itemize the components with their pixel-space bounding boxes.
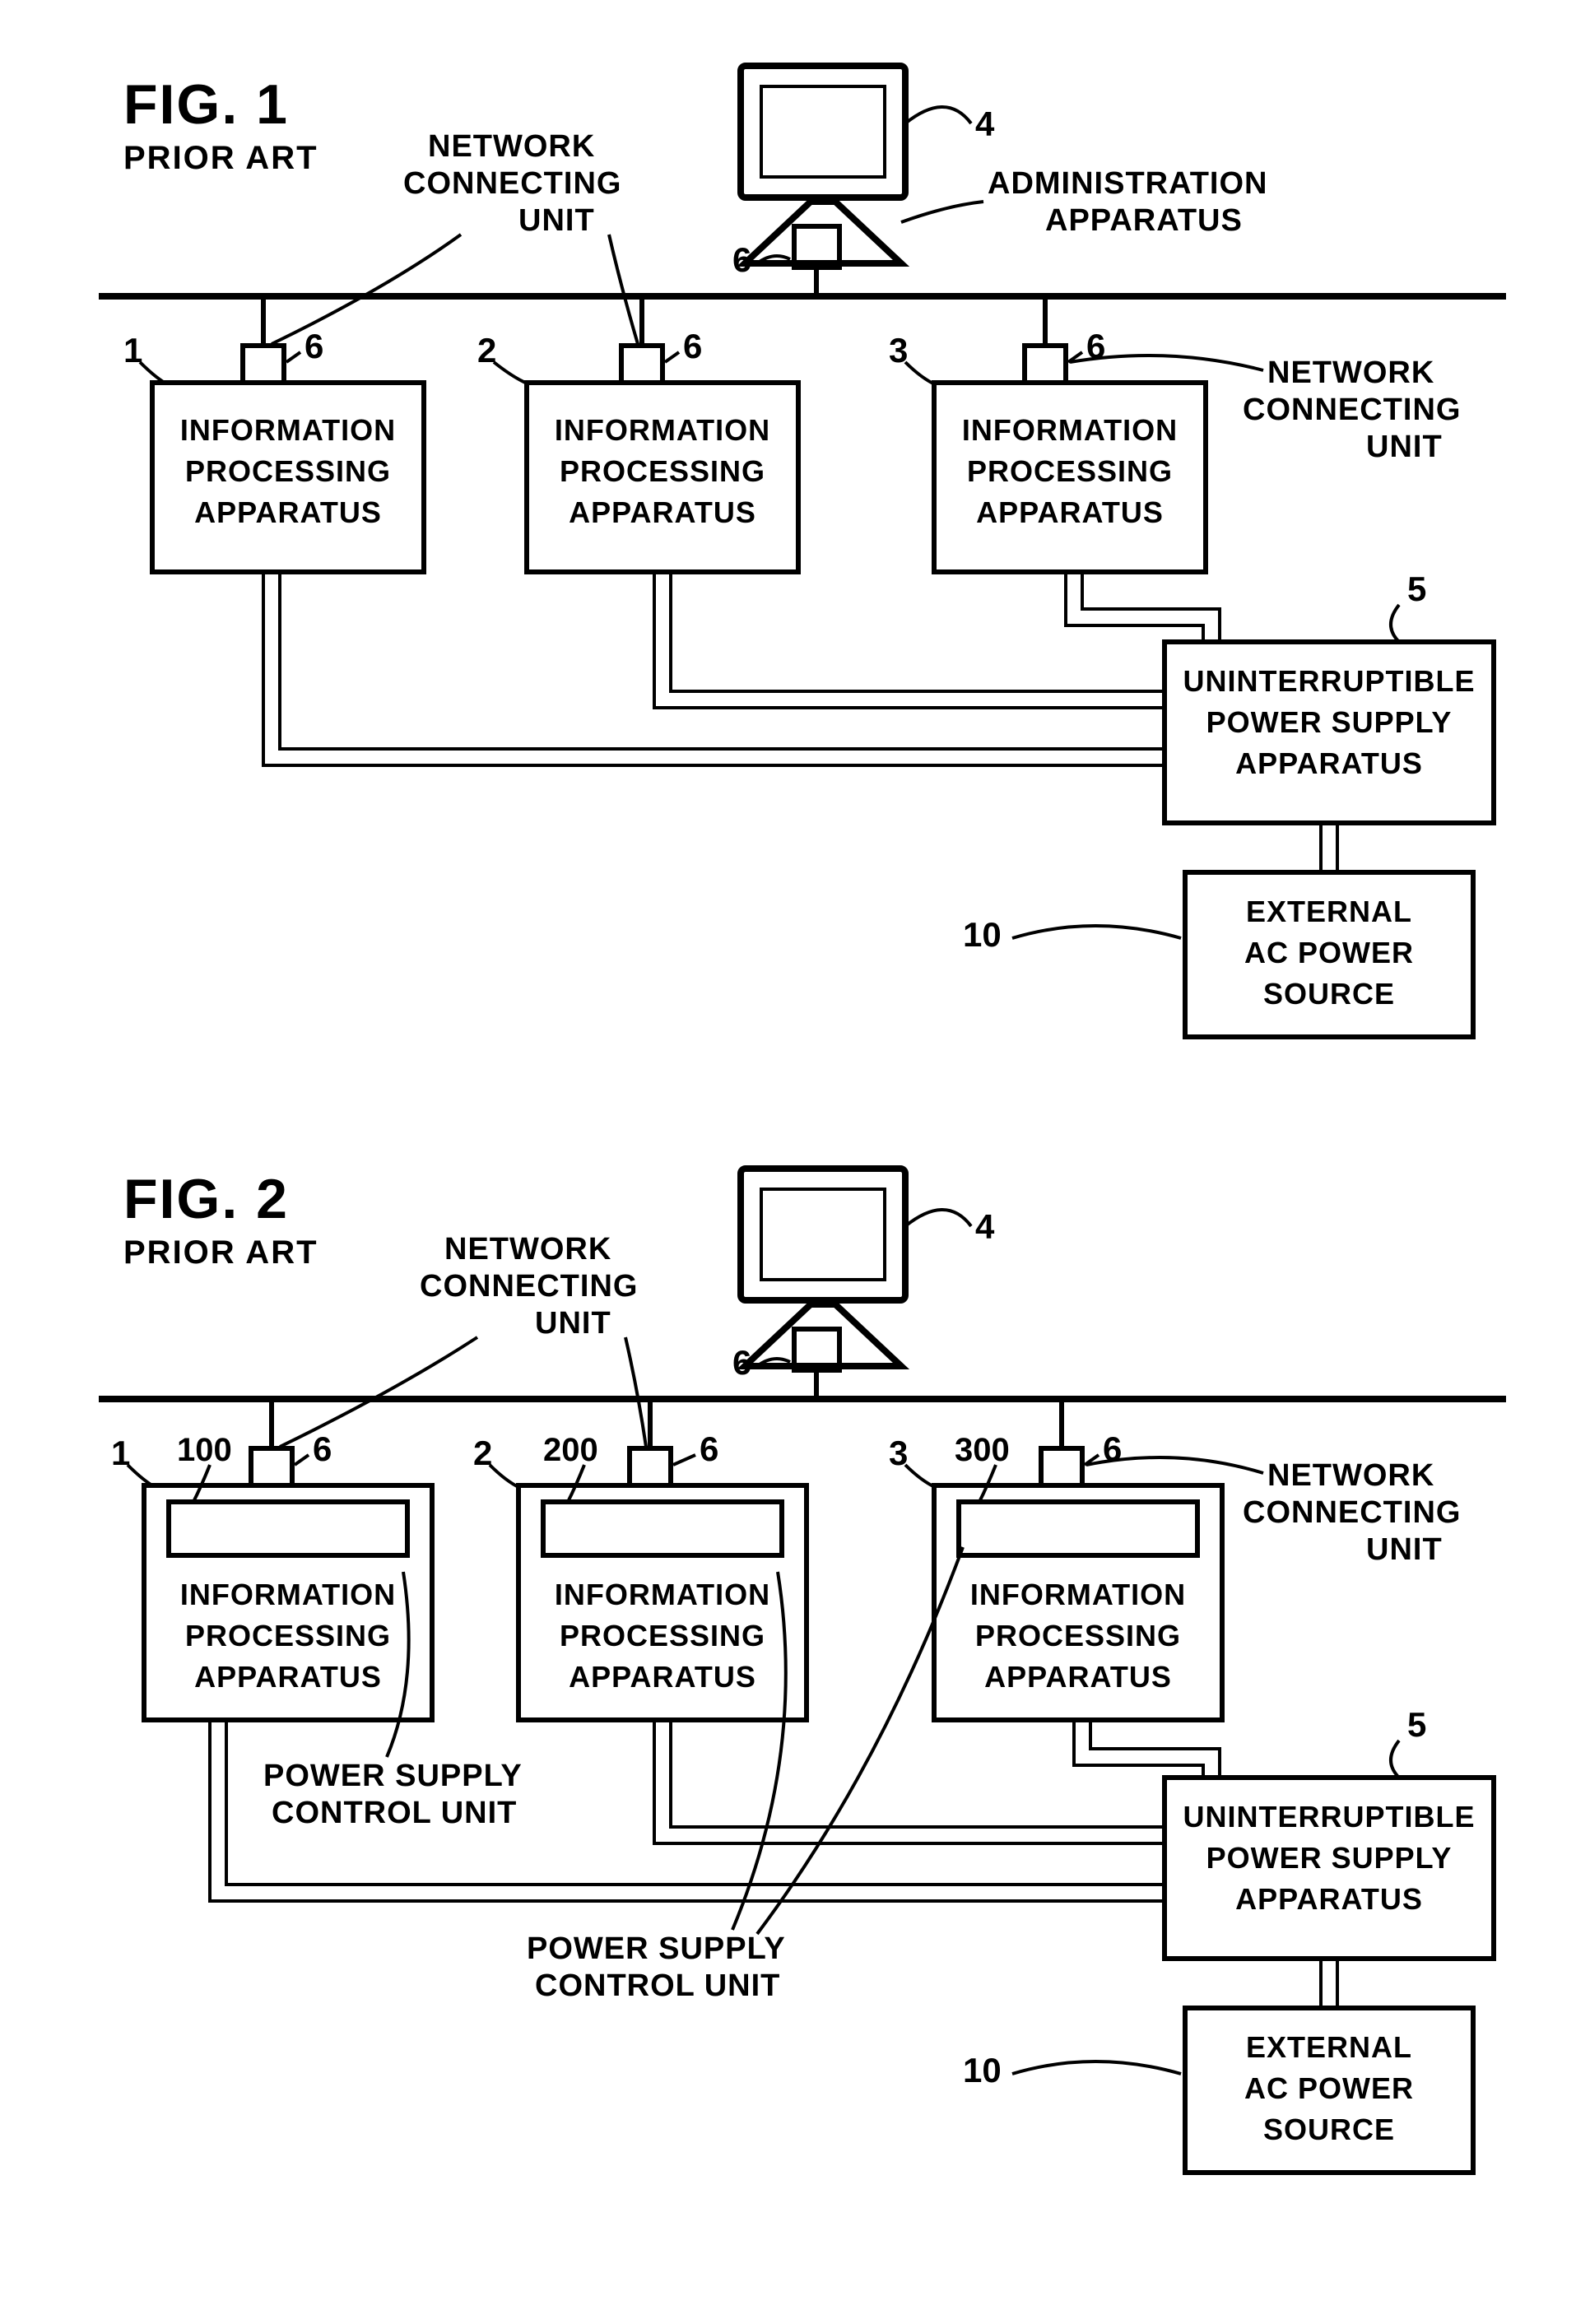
diagram-svg: FIG. 1 PRIOR ART NETWORK CONNECTING UNIT… [16, 16, 1576, 2308]
fig1-ref-4: 4 [975, 105, 995, 143]
fig2-ipa3-l3: APPARATUS [984, 1660, 1172, 1694]
fig1-ref-5: 5 [1407, 569, 1426, 608]
fig1-ref-10: 10 [963, 915, 1002, 954]
fig1-ncu-r-1: NETWORK [1267, 356, 1434, 390]
fig2-ncu-l3: UNIT [535, 1306, 611, 1341]
fig2-ref-5: 5 [1407, 1705, 1426, 1744]
fig2-ups-l1: UNINTERRUPTIBLE [1183, 1800, 1476, 1834]
fig1-ref-6c: 6 [683, 327, 702, 365]
fig1-ncu-label-2: CONNECTING [403, 166, 621, 201]
fig2-title: FIG. 2 [123, 1168, 289, 1230]
fig1-ipa3-l1: INFORMATION [962, 413, 1178, 447]
fig2-psc-a-1: POWER SUPPLY [263, 1759, 523, 1793]
figure-1: FIG. 1 PRIOR ART NETWORK CONNECTING UNIT… [99, 66, 1506, 1037]
fig1-ipa2-l3: APPARATUS [569, 495, 756, 529]
fig1-ref-6a: 6 [732, 240, 751, 279]
fig2-ipa1-l3: APPARATUS [194, 1660, 382, 1694]
fig1-ext-l1: EXTERNAL [1246, 895, 1412, 928]
fig1-ups-l1: UNINTERRUPTIBLE [1183, 664, 1476, 698]
fig1-ncu-label-1: NETWORK [428, 129, 595, 164]
fig1-ncu-r-3: UNIT [1366, 430, 1443, 464]
fig1-ipa2-l1: INFORMATION [555, 413, 770, 447]
fig2-psc-b-2: CONTROL UNIT [535, 1968, 780, 2003]
fig1-ncu-label-3: UNIT [518, 203, 595, 238]
fig1-subtitle: PRIOR ART [123, 140, 318, 176]
fig2-ipa3-l2: PROCESSING [975, 1619, 1181, 1652]
fig1-ncu-r-2: CONNECTING [1243, 393, 1461, 427]
fig2-ncu-r-3: UNIT [1366, 1532, 1443, 1567]
fig1-admin-2: APPARATUS [1045, 203, 1243, 238]
figure-2: FIG. 2 PRIOR ART NETWORK CONNECTING UNIT… [99, 1168, 1506, 2173]
fig1-ipa1-l3: APPARATUS [194, 495, 382, 529]
page: FIG. 1 PRIOR ART NETWORK CONNECTING UNIT… [16, 16, 1576, 2308]
fig2-ref-6c: 6 [700, 1429, 718, 1468]
fig2-ext-l3: SOURCE [1263, 2113, 1395, 2146]
monitor-icon [741, 66, 905, 267]
fig1-ipa3-l2: PROCESSING [967, 454, 1173, 488]
fig2-psc-a-2: CONTROL UNIT [272, 1796, 517, 1830]
fig2-ext-l1: EXTERNAL [1246, 2030, 1412, 2064]
fig2-ncu-l1: NETWORK [444, 1232, 611, 1267]
monitor-icon-2 [741, 1169, 905, 1370]
fig2-ups-l3: APPARATUS [1235, 1882, 1423, 1916]
fig1-ups-l3: APPARATUS [1235, 746, 1423, 780]
fig2-psc-b-1: POWER SUPPLY [527, 1931, 786, 1966]
fig1-ext-l3: SOURCE [1263, 977, 1395, 1011]
fig2-ref-200: 200 [543, 1432, 598, 1468]
fig2-ipa3-l1: INFORMATION [970, 1578, 1186, 1611]
fig2-ncu-r-1: NETWORK [1267, 1458, 1434, 1493]
fig2-ref-100: 100 [177, 1432, 232, 1468]
fig2-ncu-r-2: CONNECTING [1243, 1495, 1461, 1530]
fig2-ipa1-l1: INFORMATION [180, 1578, 396, 1611]
fig1-ipa3-l3: APPARATUS [976, 495, 1164, 529]
fig2-ups-l2: POWER SUPPLY [1206, 1841, 1453, 1875]
fig2-ref-6b: 6 [313, 1429, 332, 1468]
fig2-ext-l2: AC POWER [1244, 2071, 1414, 2105]
fig1-title: FIG. 1 [123, 73, 289, 136]
fig2-ref-6a: 6 [732, 1343, 751, 1382]
fig2-ref-4: 4 [975, 1207, 995, 1246]
fig2-ipa2-l3: APPARATUS [569, 1660, 756, 1694]
fig2-ncu-l2: CONNECTING [420, 1269, 638, 1304]
fig2-ref-300: 300 [955, 1432, 1010, 1468]
fig1-admin-1: ADMINISTRATION [988, 166, 1268, 201]
fig1-ref-6b: 6 [305, 327, 323, 365]
fig2-ref-10: 10 [963, 2051, 1002, 2089]
fig2-ipa2-l1: INFORMATION [555, 1578, 770, 1611]
fig1-ext-l2: AC POWER [1244, 936, 1414, 969]
fig2-subtitle: PRIOR ART [123, 1234, 318, 1271]
fig1-ipa2-l2: PROCESSING [560, 454, 765, 488]
fig1-ipa1-l1: INFORMATION [180, 413, 396, 447]
fig1-ipa1-l2: PROCESSING [185, 454, 391, 488]
fig1-ups-l2: POWER SUPPLY [1206, 705, 1453, 739]
fig2-ipa2-l2: PROCESSING [560, 1619, 765, 1652]
fig2-ipa1-l2: PROCESSING [185, 1619, 391, 1652]
